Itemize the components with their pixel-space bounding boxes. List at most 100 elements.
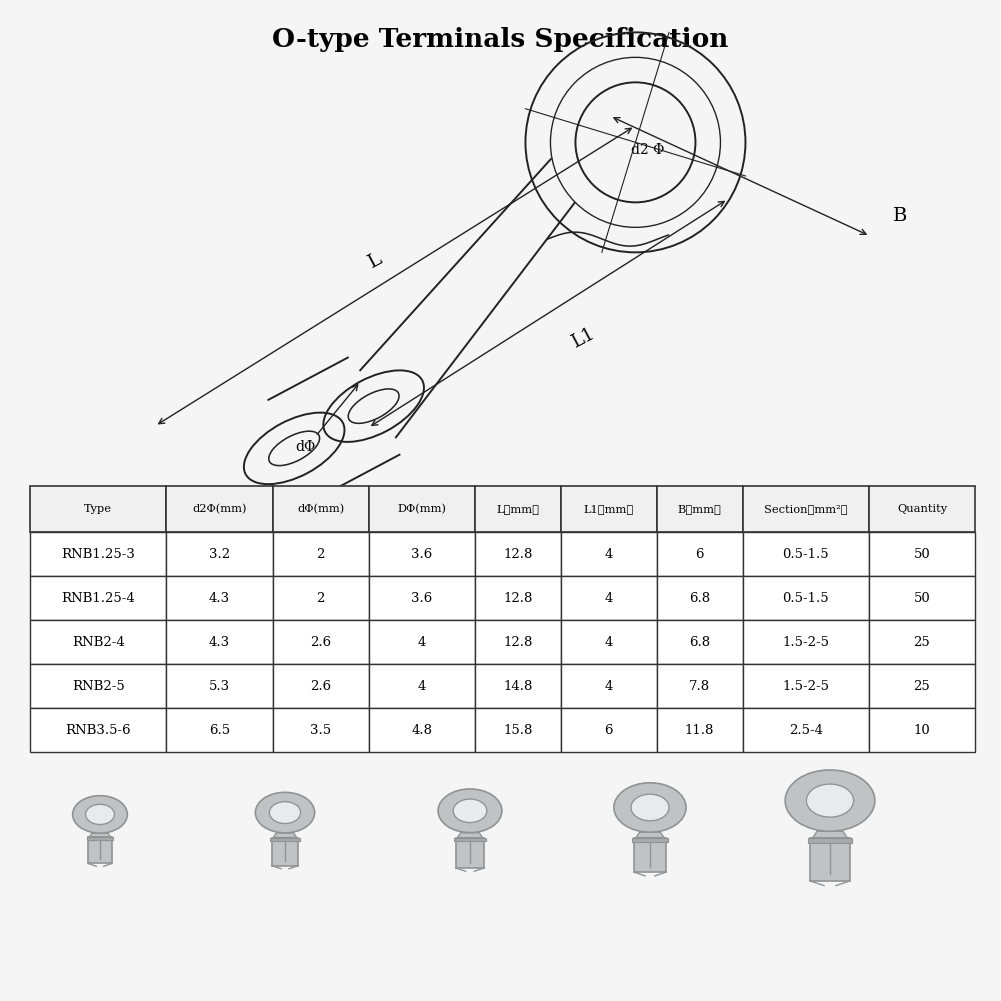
- Bar: [30, 620, 166, 664]
- Text: O-type Terminals Specification: O-type Terminals Specification: [272, 26, 728, 51]
- Bar: [368, 620, 474, 664]
- Text: 12.8: 12.8: [503, 636, 533, 649]
- Text: 2: 2: [316, 592, 324, 605]
- FancyBboxPatch shape: [88, 838, 112, 863]
- Text: 15.8: 15.8: [503, 724, 533, 737]
- Text: d2Φ(mm): d2Φ(mm): [192, 504, 247, 515]
- Text: L: L: [365, 250, 385, 272]
- Bar: [561, 708, 657, 752]
- Bar: [166, 532, 272, 576]
- Text: 12.8: 12.8: [503, 592, 533, 605]
- Bar: [743, 708, 869, 752]
- Bar: [30, 664, 166, 708]
- Bar: [657, 664, 743, 708]
- Text: DΦ: DΦ: [227, 556, 252, 570]
- Text: dΦ: dΦ: [295, 440, 315, 454]
- Ellipse shape: [453, 799, 486, 823]
- Bar: [869, 708, 975, 752]
- FancyBboxPatch shape: [271, 838, 298, 866]
- Bar: [272, 486, 368, 532]
- Bar: [808, 839, 852, 843]
- Text: 6.5: 6.5: [209, 724, 230, 737]
- Bar: [474, 532, 561, 576]
- Bar: [368, 664, 474, 708]
- Text: 14.8: 14.8: [503, 680, 533, 693]
- Bar: [272, 532, 368, 576]
- Bar: [86, 838, 113, 840]
- Text: Quantity: Quantity: [897, 504, 947, 514]
- Ellipse shape: [86, 805, 114, 825]
- Bar: [368, 486, 474, 532]
- Bar: [474, 620, 561, 664]
- Text: 4.8: 4.8: [411, 724, 432, 737]
- Ellipse shape: [255, 793, 314, 833]
- FancyBboxPatch shape: [455, 838, 484, 868]
- Bar: [270, 838, 299, 841]
- Bar: [743, 532, 869, 576]
- Ellipse shape: [438, 789, 502, 833]
- Bar: [561, 576, 657, 620]
- Polygon shape: [273, 833, 296, 838]
- Bar: [657, 620, 743, 664]
- Ellipse shape: [614, 783, 686, 832]
- Ellipse shape: [631, 794, 669, 821]
- Text: L1: L1: [569, 325, 598, 351]
- Bar: [657, 532, 743, 576]
- Bar: [561, 620, 657, 664]
- Bar: [474, 486, 561, 532]
- Bar: [743, 620, 869, 664]
- Bar: [272, 576, 368, 620]
- Text: 5.3: 5.3: [209, 680, 230, 693]
- Text: dΦ(mm): dΦ(mm): [297, 504, 344, 515]
- Text: 3.5: 3.5: [310, 724, 331, 737]
- Text: RNB1.25-4: RNB1.25-4: [61, 592, 135, 605]
- Text: RNB1.25-3: RNB1.25-3: [61, 548, 135, 561]
- Bar: [166, 576, 272, 620]
- Bar: [743, 664, 869, 708]
- Bar: [743, 576, 869, 620]
- Bar: [166, 486, 272, 532]
- Bar: [166, 620, 272, 664]
- Bar: [454, 838, 485, 841]
- Text: 2: 2: [316, 548, 324, 561]
- Bar: [30, 486, 166, 532]
- Text: 1.5-2-5: 1.5-2-5: [782, 636, 829, 649]
- Text: d2 Φ: d2 Φ: [631, 143, 664, 157]
- Text: 6: 6: [696, 548, 704, 561]
- Text: 0.5-1.5: 0.5-1.5: [783, 548, 829, 561]
- Bar: [272, 620, 368, 664]
- Bar: [368, 576, 474, 620]
- FancyBboxPatch shape: [810, 839, 850, 881]
- Text: 25: 25: [914, 680, 930, 693]
- FancyBboxPatch shape: [634, 838, 666, 872]
- Text: 4: 4: [605, 548, 613, 561]
- Text: 10: 10: [914, 724, 930, 737]
- Text: 6: 6: [605, 724, 613, 737]
- Ellipse shape: [73, 796, 127, 833]
- Text: 1.5-2-5: 1.5-2-5: [782, 680, 829, 693]
- Bar: [869, 620, 975, 664]
- Bar: [474, 576, 561, 620]
- Text: 7.8: 7.8: [689, 680, 710, 693]
- Bar: [272, 664, 368, 708]
- Polygon shape: [89, 833, 111, 838]
- Text: B: B: [893, 207, 907, 225]
- Text: L1（mm）: L1（mm）: [584, 504, 634, 514]
- Text: 25: 25: [914, 636, 930, 649]
- Text: 12.8: 12.8: [503, 548, 533, 561]
- Text: 4.3: 4.3: [209, 636, 230, 649]
- Text: 2.6: 2.6: [310, 636, 331, 649]
- Text: 3.6: 3.6: [411, 592, 432, 605]
- Text: 6.8: 6.8: [689, 636, 710, 649]
- Bar: [743, 486, 869, 532]
- Ellipse shape: [269, 802, 300, 824]
- Bar: [561, 486, 657, 532]
- Text: 4: 4: [605, 680, 613, 693]
- Text: 2.5-4: 2.5-4: [789, 724, 823, 737]
- Text: 0.5-1.5: 0.5-1.5: [783, 592, 829, 605]
- Ellipse shape: [785, 770, 875, 831]
- Bar: [30, 532, 166, 576]
- Bar: [869, 664, 975, 708]
- Text: L（mm）: L（mm）: [496, 504, 540, 514]
- Text: 3.2: 3.2: [209, 548, 230, 561]
